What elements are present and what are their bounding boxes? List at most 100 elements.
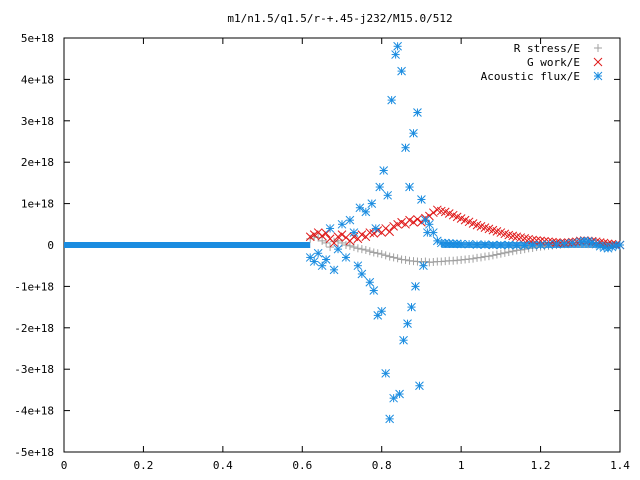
data-point	[415, 381, 424, 391]
data-point	[413, 108, 422, 117]
data-point	[321, 255, 331, 264]
data-point	[397, 66, 406, 76]
data-point	[536, 236, 545, 246]
data-point	[477, 253, 485, 262]
data-point	[385, 227, 395, 237]
data-point	[361, 245, 370, 254]
data-point	[560, 239, 569, 249]
data-point	[337, 219, 347, 229]
y-tick-label: 0	[47, 239, 54, 252]
axis-ticks: 0 0.2 0.4 0.6 0.8 1 1.2 1.4 -5e+18 -4e+18 -3e+18 -2…	[14, 32, 630, 472]
data-point	[309, 257, 319, 266]
data-point	[520, 241, 530, 250]
data-point	[361, 207, 371, 217]
data-point	[407, 302, 416, 312]
data-point	[318, 236, 327, 245]
data-point	[365, 277, 375, 287]
data-point	[552, 239, 561, 249]
legend-marker	[594, 44, 602, 52]
data-point	[411, 282, 420, 291]
data-point	[469, 254, 478, 263]
data-point	[484, 252, 493, 261]
data-point	[567, 238, 577, 248]
data-point	[345, 215, 355, 225]
data-point	[373, 249, 382, 258]
data-point	[317, 231, 327, 241]
data-point	[488, 240, 498, 250]
data-point	[329, 265, 339, 275]
data-point	[309, 230, 319, 240]
data-point	[480, 240, 490, 249]
data-point	[393, 219, 402, 229]
data-point	[329, 238, 339, 248]
y-tick-label: -5e+18	[14, 446, 54, 459]
x-tick-label: 1.2	[531, 459, 551, 472]
data-point	[379, 166, 389, 175]
data-point	[615, 240, 625, 250]
data-point	[389, 393, 398, 403]
data-point	[369, 229, 379, 238]
data-point	[401, 143, 410, 153]
data-point	[528, 240, 537, 250]
data-point	[504, 248, 513, 257]
data-point	[371, 224, 381, 233]
x-tick-label: 0.8	[372, 459, 392, 472]
data-point	[305, 232, 315, 242]
data-point	[417, 195, 426, 204]
legend-label: Acoustic flux/E	[481, 70, 580, 83]
data-point	[389, 253, 398, 262]
data-point	[353, 244, 362, 253]
data-point	[409, 217, 418, 227]
data-point	[341, 253, 351, 262]
data-point	[496, 240, 506, 250]
x-tick-label: 1	[458, 459, 465, 472]
data-point	[512, 241, 522, 250]
data-point	[349, 228, 359, 237]
data-point	[500, 248, 509, 257]
x-tick-label: 0.4	[213, 459, 233, 472]
series-2	[305, 41, 625, 424]
data-point	[365, 247, 374, 256]
data-point	[337, 230, 347, 240]
data-point	[357, 245, 366, 254]
y-tick-label: 2e+18	[21, 156, 54, 169]
data-point	[464, 239, 474, 249]
data-point	[313, 248, 323, 258]
data-point	[383, 190, 393, 200]
legend-label: G work/E	[527, 56, 580, 69]
data-point	[472, 240, 482, 249]
data-point	[333, 244, 343, 254]
data-point	[587, 238, 597, 247]
data-point	[381, 251, 390, 260]
x-tick-label: 1.4	[610, 459, 630, 472]
data-point	[456, 239, 466, 249]
data-point	[326, 243, 335, 252]
data-point	[385, 252, 394, 261]
data-point	[432, 236, 442, 246]
data-point	[367, 199, 377, 208]
data-point	[393, 254, 402, 263]
data-point	[419, 261, 428, 271]
data-point	[492, 250, 501, 259]
y-tick-label: 1e+18	[21, 198, 54, 211]
data-point	[330, 237, 339, 246]
data-point	[353, 261, 363, 271]
legend-label: R stress/E	[514, 42, 580, 55]
x-tick-label: 0.2	[133, 459, 153, 472]
data-point	[357, 230, 367, 240]
y-tick-label: -4e+18	[14, 405, 54, 418]
data-point	[428, 208, 438, 218]
data-point	[496, 249, 505, 258]
data-point	[333, 232, 343, 242]
data-point	[387, 95, 396, 105]
y-tick-label: -1e+18	[14, 280, 54, 293]
data-point	[428, 228, 438, 237]
data-point	[405, 215, 414, 225]
data-point	[377, 306, 387, 316]
legend-marker	[593, 57, 603, 67]
acoustic-flux-zero-band	[64, 242, 311, 248]
data-point	[504, 240, 514, 250]
data-point	[591, 239, 601, 249]
legend-marker	[593, 71, 603, 81]
